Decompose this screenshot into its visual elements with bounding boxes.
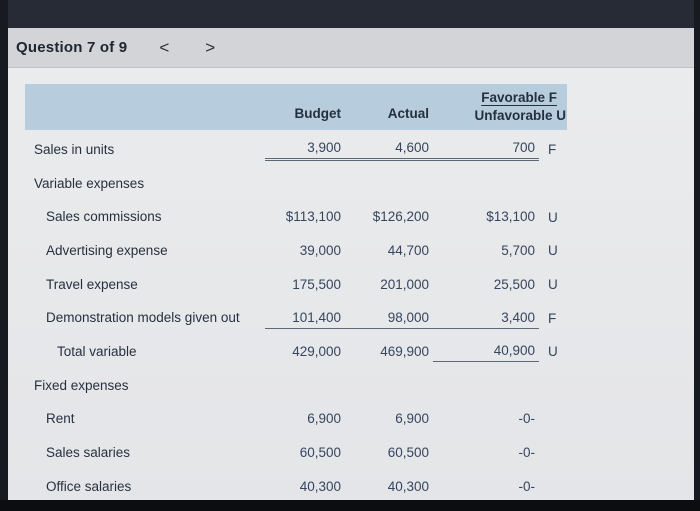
row-label-cell: Fixed expenses (34, 377, 129, 393)
row-label-cell: Travel expense (46, 276, 138, 292)
variance-cell (433, 167, 539, 201)
favorable-label: Favorable F (481, 90, 557, 105)
variance-flag-cell: U (548, 277, 558, 293)
budget-cell: 3,900 (265, 133, 345, 167)
table-body: Sales in units 3,900 4,600 700 F Variabl… (25, 133, 567, 504)
actual-cell: 6,900 (395, 411, 429, 427)
table-row: Sales in units 3,900 4,600 700 F (25, 133, 567, 167)
chevron-left-icon: < (159, 38, 170, 57)
table-row: Sales commissions $113,100 $126,200 $13,… (25, 200, 567, 234)
budget-cell (265, 167, 345, 201)
prev-question-button[interactable]: < (153, 35, 175, 60)
budget-column-header: Budget (294, 106, 342, 121)
budget-cell: 39,000 (299, 242, 341, 258)
variance-flag-cell: F (548, 310, 557, 326)
table-row: Total variable 429,000 469,900 40,900 U (25, 335, 567, 369)
variance-cell: $13,100 (486, 209, 535, 225)
budget-cell: 40,300 (299, 478, 341, 494)
row-label-cell: Variable expenses (34, 175, 145, 191)
budget-cell: 429,000 (292, 343, 341, 359)
variance-flag-cell: U (548, 344, 558, 360)
actual-cell: 60,500 (387, 445, 429, 461)
row-label-cell: Advertising expense (46, 242, 168, 258)
unfavorable-label: Unfavorable U (474, 108, 566, 123)
table-row: Sales salaries 60,500 60,500 -0- (25, 436, 567, 470)
budget-cell: $113,100 (285, 209, 341, 225)
actual-cell (345, 369, 433, 403)
table-header-row: Budget Actual Favorable F Unfavorable U (25, 84, 567, 130)
actual-cell: 98,000 (345, 301, 433, 335)
row-label-cell: Rent (46, 411, 75, 427)
budget-cell (265, 369, 345, 403)
row-label-cell: Sales salaries (46, 445, 131, 461)
row-label-cell: Total variable (57, 343, 137, 359)
table-row: Rent 6,900 6,900 -0- (25, 403, 567, 437)
actual-cell: $126,200 (372, 209, 429, 225)
budget-cell: 175,500 (292, 276, 341, 292)
bottom-bezel (0, 500, 700, 511)
table-row: Travel expense 175,500 201,000 25,500 U (25, 268, 567, 302)
budget-cell: 101,400 (265, 301, 345, 335)
budget-cell: 6,900 (307, 411, 341, 427)
budget-cell: 60,500 (299, 445, 341, 461)
variance-report-table: Budget Actual Favorable F Unfavorable U … (25, 84, 567, 504)
actual-cell: 40,300 (387, 478, 429, 494)
variance-cell: -0- (518, 445, 536, 461)
actual-column-header: Actual (387, 106, 429, 121)
actual-cell (345, 167, 433, 201)
variance-cell: 5,700 (501, 242, 535, 258)
variance-cell: 3,400 (433, 301, 539, 335)
table-row: Demonstration models given out 101,400 9… (25, 301, 567, 335)
variance-cell: 700 (433, 133, 539, 167)
actual-cell: 4,600 (345, 133, 433, 167)
variance-cell: -0- (518, 411, 536, 427)
variance-flag-cell: F (548, 142, 557, 158)
actual-cell: 469,900 (380, 343, 429, 359)
row-label-cell: Demonstration models given out (46, 310, 240, 326)
variance-cell: -0- (518, 478, 536, 494)
favorable-column-header: Favorable F Unfavorable U (433, 89, 567, 123)
table-row: Variable expenses (25, 167, 567, 201)
actual-cell: 44,700 (387, 242, 429, 258)
variance-cell: 25,500 (493, 276, 535, 292)
right-bezel (694, 0, 700, 511)
actual-cell: 201,000 (380, 276, 429, 292)
table-row: Fixed expenses (25, 369, 567, 403)
question-header-bar: Question 7 of 9 < > (8, 28, 694, 68)
row-label-cell: Sales in units (34, 141, 115, 157)
variance-flag-cell: U (548, 209, 558, 225)
chevron-right-icon: > (205, 38, 216, 57)
page-title: Question 7 of 9 (16, 39, 128, 56)
variance-flag-cell: U (548, 243, 558, 259)
variance-cell (433, 369, 539, 403)
variance-cell: 40,900 (433, 335, 539, 369)
next-question-button[interactable]: > (199, 35, 221, 60)
table-row: Office salaries 40,300 40,300 -0- (25, 470, 567, 504)
row-label-cell: Office salaries (46, 478, 132, 494)
row-label-cell: Sales commissions (46, 209, 162, 225)
table-row: Advertising expense 39,000 44,700 5,700 … (25, 234, 567, 268)
left-bezel (0, 0, 8, 511)
app-window: Question 7 of 9 < > Budget Actual Favora… (8, 28, 694, 500)
